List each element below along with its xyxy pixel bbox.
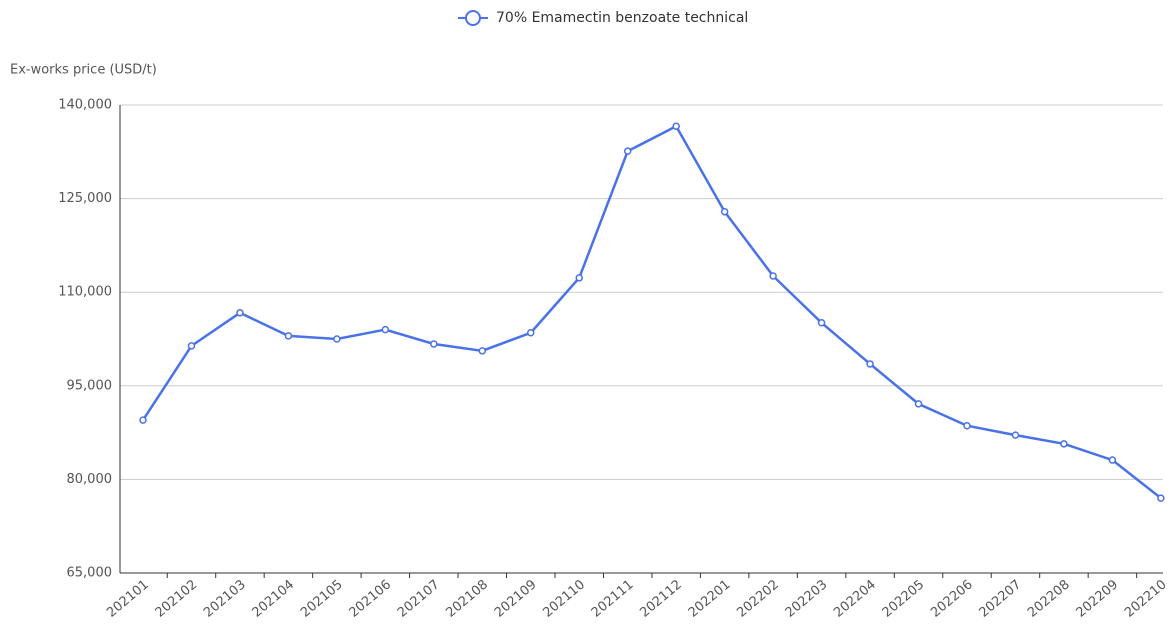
data-point	[382, 327, 388, 333]
data-point	[916, 401, 922, 407]
data-point	[528, 330, 534, 336]
data-point	[819, 320, 825, 326]
data-point	[188, 343, 194, 349]
data-point	[964, 423, 970, 429]
y-tick-label: 65,000	[67, 566, 113, 581]
x-tick-label: 202101	[104, 577, 152, 620]
data-point	[237, 310, 243, 316]
data-point	[722, 209, 728, 215]
data-point	[673, 123, 679, 129]
x-tick-label: 202104	[250, 577, 298, 620]
data-point	[1158, 495, 1164, 501]
data-point	[1012, 432, 1018, 438]
x-tick-label: 202106	[347, 577, 395, 620]
data-point	[1061, 441, 1067, 447]
data-point	[770, 273, 776, 279]
x-tick-label: 202206	[928, 577, 976, 620]
data-point	[867, 361, 873, 367]
x-tick-label: 202105	[298, 577, 346, 620]
x-tick-label: 202207	[977, 577, 1025, 620]
y-tick-label: 95,000	[67, 378, 113, 393]
x-tick-label: 202108	[443, 577, 491, 620]
x-tick-label: 202204	[831, 577, 879, 620]
legend-marker	[466, 11, 480, 25]
x-tick-label: 202110	[540, 577, 588, 620]
data-point	[1109, 457, 1115, 463]
data-point	[140, 417, 146, 423]
x-tick-label: 202205	[880, 577, 928, 620]
x-tick-label: 202210	[1122, 577, 1170, 620]
data-point	[479, 348, 485, 354]
x-tick-label: 202103	[201, 577, 249, 620]
x-tick-label: 202203	[783, 577, 831, 620]
data-point	[625, 148, 631, 154]
data-point	[285, 333, 291, 339]
data-point	[576, 275, 582, 281]
chart: Ex-works price (USD/t) 65,000 80,000 95,00…	[0, 0, 1173, 639]
x-tick-label: 202111	[589, 577, 637, 620]
y-tick-label: 125,000	[58, 191, 112, 206]
x-tick-label: 202112	[637, 577, 685, 620]
legend-label: 70% Emamectin benzoate technical	[496, 10, 748, 26]
y-tick-label: 110,000	[58, 285, 112, 300]
data-point	[431, 341, 437, 347]
x-tick-label: 202102	[153, 577, 201, 620]
x-tick-label: 202109	[492, 577, 540, 620]
data-point	[334, 336, 340, 342]
x-tick-label: 202209	[1074, 577, 1122, 620]
y-tick-label: 140,000	[58, 98, 112, 113]
x-tick-label: 202201	[686, 577, 734, 620]
x-tick-label: 202107	[395, 577, 443, 620]
series-line	[143, 126, 1161, 498]
x-tick-label: 202208	[1025, 577, 1073, 620]
x-tick-label: 202202	[734, 577, 782, 620]
y-axis-label: Ex-works price (USD/t)	[10, 63, 157, 78]
y-tick-label: 80,000	[67, 472, 113, 487]
